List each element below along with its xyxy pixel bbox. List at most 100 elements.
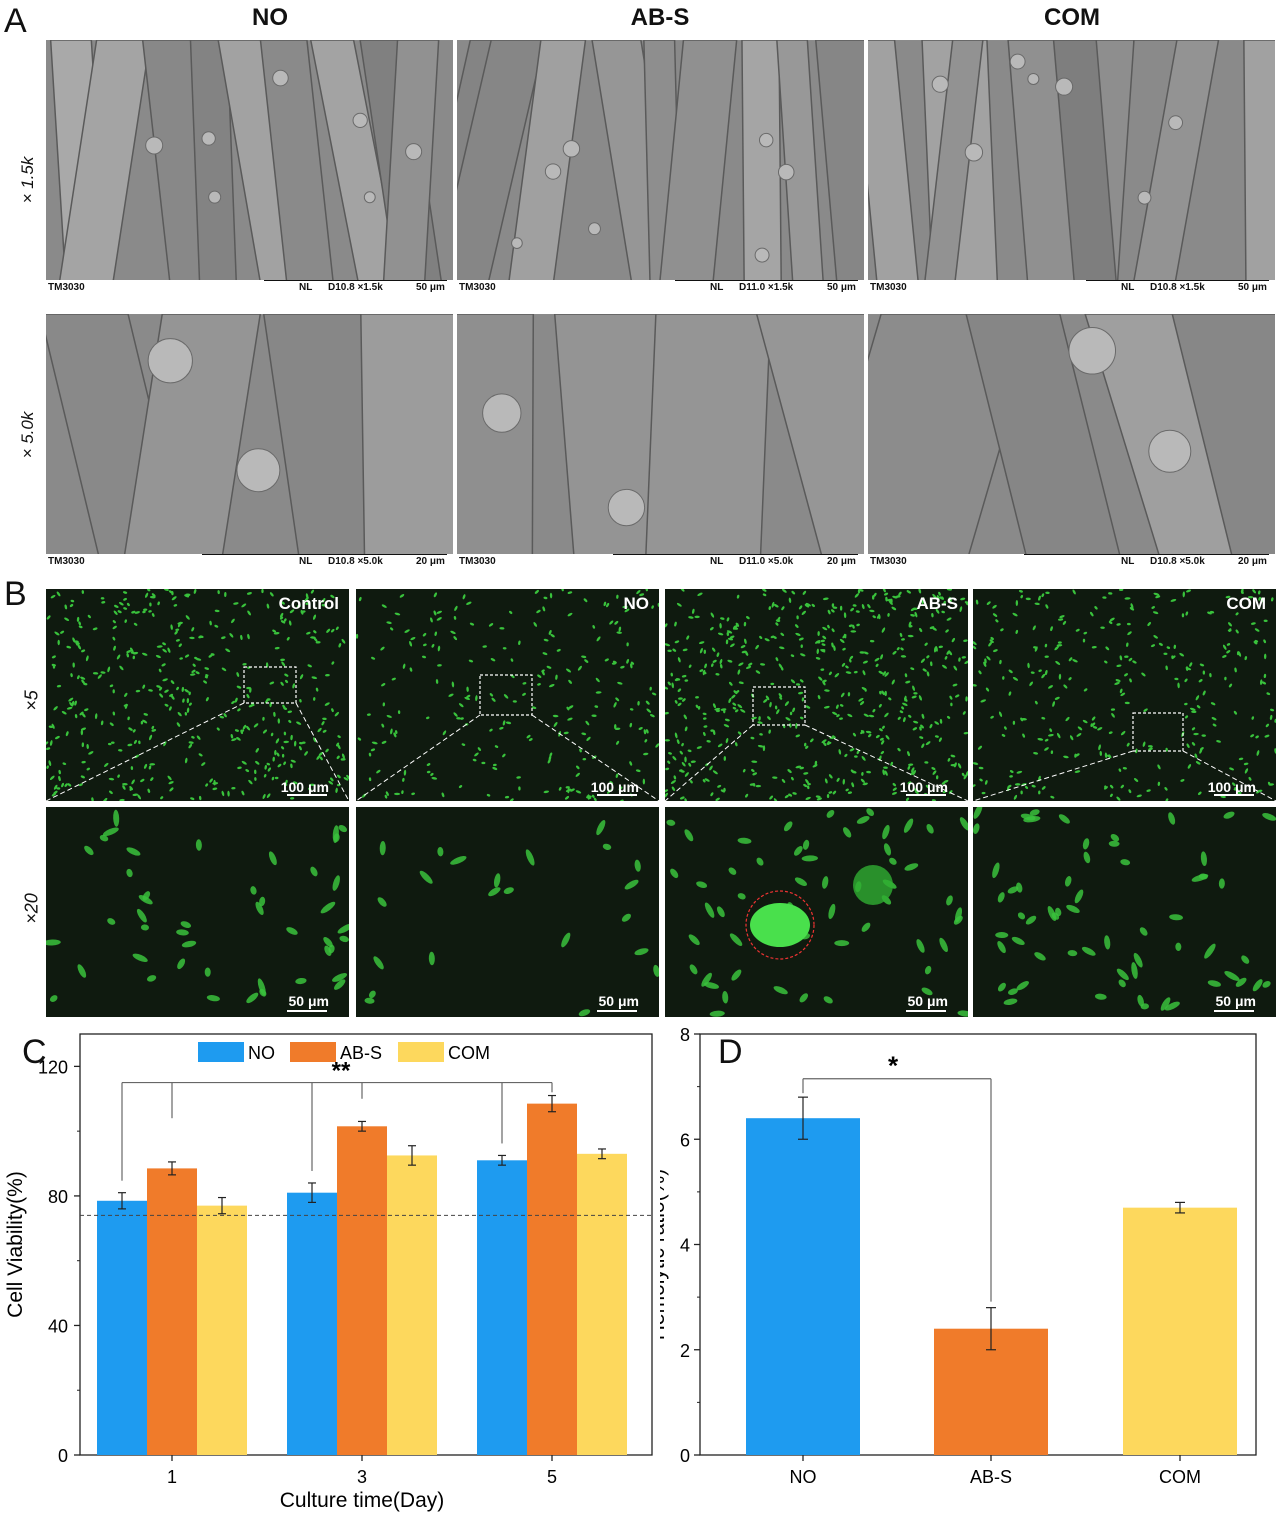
sem-model: TM3030 [48,556,85,567]
sem-param: D10.8 ×5.0k [328,556,383,567]
panel-a-row-label-1: × 1.5k [18,156,37,204]
y-tick-label: 40 [48,1316,68,1336]
y-tick-label: 0 [58,1446,68,1466]
sem-image: TM3030 NL D11.0 ×1.5k 50 μm [457,40,864,296]
bar-ab-s [337,1126,387,1455]
sem-scale: 50 μm [416,282,445,293]
bar-com [577,1153,627,1455]
fluorescence-group-label: AB-S [916,594,958,613]
sem-scale-bar [1024,554,1269,555]
sem-model: TM3030 [459,556,496,567]
cells-graphic [46,589,349,801]
legend-swatch [198,1042,244,1062]
sem-info-bar: TM3030 NL D11.0 ×5.0k 20 μm [457,554,864,570]
sem-fibers-graphic [46,40,453,280]
sem-model: TM3030 [459,282,496,293]
sem-image: TM3030 NL D10.8 ×5.0k 20 μm [46,314,453,570]
sem-fibers-graphic [868,40,1275,280]
sem-info-bar: TM3030 NL D10.8 ×1.5k 50 μm [46,280,453,296]
fluorescence-group-label: NO [623,594,650,613]
bar-no [287,1192,337,1455]
fluorescence-scale-label: 50 μm [907,993,948,1009]
panel-a-col-title-com: COM [1044,4,1100,31]
panel-b-row-label-1: ×5 [21,690,42,711]
sem-param: D10.8 ×1.5k [1150,282,1205,293]
bar-no [477,1160,527,1455]
sem-image: TM3030 NL D10.8 ×1.5k 50 μm [868,40,1275,296]
fluorescence-scale-label: 100 μm [280,779,329,795]
sem-image: TM3030 NL D10.8 ×1.5k 50 μm [46,40,453,296]
sem-scale: 50 μm [827,282,856,293]
cells-graphic [665,589,968,801]
x-tick-label: NO [790,1467,817,1487]
cells-graphic [973,807,1276,1011]
sem-fibers-graphic [457,314,864,554]
sem-param: D11.0 ×5.0k [739,556,794,567]
sem-mode: NL [710,282,724,293]
fluorescence-image: 50 μm [46,807,349,1017]
fluorescence-scale-bar [597,1010,637,1012]
panel-c-letter: C [22,1033,47,1071]
fluorescence-scale-label: 100 μm [590,779,639,795]
y-tick-label: 0 [680,1446,690,1466]
sem-param: D10.8 ×1.5k [328,282,383,293]
sem-mode: NL [299,282,313,293]
cells-graphic [364,819,659,1017]
legend-label: AB-S [340,1043,382,1063]
cells-graphic [46,809,349,1004]
bar-ab-s [527,1103,577,1455]
y-tick-label: 4 [680,1236,690,1256]
panel-a-col-title-abs: AB-S [630,4,690,31]
x-tick-label: AB-S [970,1467,1012,1487]
bar-ab-s [147,1168,197,1455]
cells-graphic [666,808,968,1017]
sem-image: TM3030 NL D11.0 ×5.0k 20 μm [457,314,864,570]
significance-label: ** [332,1058,351,1085]
fluorescence-scale-label: 100 μm [899,779,948,795]
x-tick-label: 1 [167,1467,177,1487]
fluorescence-scale-label: 50 μm [288,993,329,1009]
sem-scale: 20 μm [416,556,445,567]
panel-a-letter: A [4,2,27,40]
panel-b-letter: B [4,575,27,613]
significance-label: * [888,1051,899,1081]
panel-a-col-title-no: NO [252,4,288,31]
sem-model: TM3030 [870,556,907,567]
sem-scale: 20 μm [1238,556,1267,567]
fluorescence-image: NO 100 μm [356,589,659,801]
sem-fibers-graphic [457,40,864,280]
bar-no [746,1118,860,1455]
fluorescence-scale-bar [287,1010,327,1012]
sem-mode: NL [710,556,724,567]
sem-param: D11.0 ×1.5k [739,282,794,293]
legend-label: COM [448,1043,490,1063]
sem-scale-bar [264,280,447,281]
sem-info-bar: TM3030 NL D10.8 ×5.0k 20 μm [868,554,1275,570]
hemolytic-ratio-chart: 0 2 4 6 8 NO AB-S COM * Hemolytic ratio(%) [660,1025,1257,1487]
fluorescence-image: 50 μm [973,807,1276,1017]
sem-mode: NL [1121,282,1135,293]
sem-model: TM3030 [870,282,907,293]
fluorescence-scale-bar [1214,794,1254,796]
x-tick-label: COM [1159,1467,1201,1487]
sem-scale: 20 μm [827,556,856,567]
cells-graphic [973,589,1276,801]
panel-b-row-label-2: ×20 [21,893,42,924]
sem-image: TM3030 NL D10.8 ×5.0k 20 μm [868,314,1275,570]
sem-mode: NL [1121,556,1135,567]
sem-param: D10.8 ×5.0k [1150,556,1205,567]
bar-com [1123,1207,1237,1455]
fluorescence-group-label: COM [1226,594,1266,613]
sem-fibers-graphic [868,314,1275,554]
fluorescence-scale-label: 50 μm [598,993,639,1009]
fluorescence-image: 50 μm [665,807,968,1017]
fluorescence-scale-bar [1214,1010,1254,1012]
panel-a-row-label-2: × 5.0k [18,411,37,459]
legend-swatch [398,1042,444,1062]
x-axis-label: Culture time(Day) [280,1489,445,1512]
x-tick-label: 5 [547,1467,557,1487]
fluorescence-image: AB-S 100 μm [665,589,968,801]
sem-scale-bar [675,280,858,281]
fluorescence-image: COM 100 μm [973,589,1276,801]
bar-com [197,1205,247,1455]
